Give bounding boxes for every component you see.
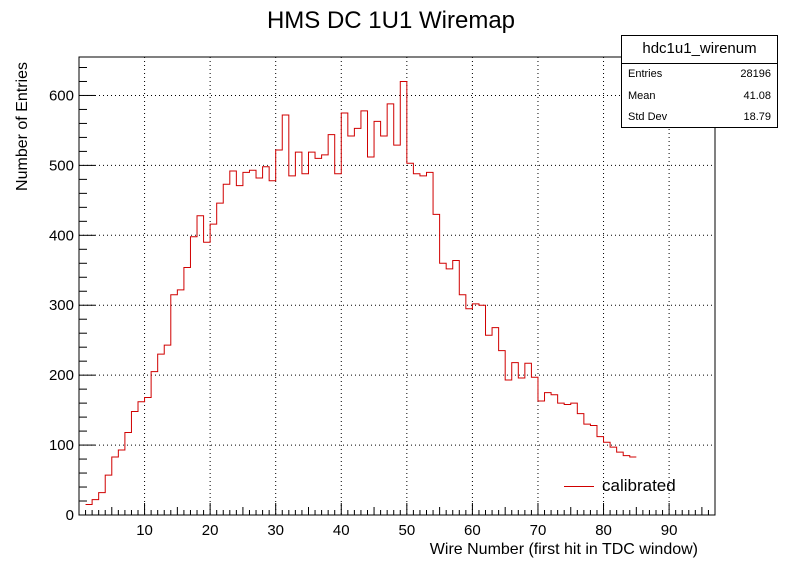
stats-box: hdc1u1_wirenum Entries 28196 Mean 41.08 … [621, 35, 778, 128]
x-tick-label: 10 [136, 522, 153, 539]
y-axis-label: Number of Entries [14, 62, 31, 191]
x-tick-label: 40 [333, 522, 350, 539]
legend-line-swatch [564, 485, 594, 487]
x-tick-label: 80 [595, 522, 612, 539]
y-tick-label: 400 [49, 227, 74, 244]
stats-row-entries: Entries 28196 [622, 64, 777, 86]
stats-entries-value: 28196 [740, 68, 771, 80]
x-tick-label: 20 [202, 522, 219, 539]
stats-row-stddev: Std Dev 18.79 [622, 107, 777, 129]
axis-ticks: 10 20 30 40 50 60 70 80 90 0 100 200 300 400 500 600 [49, 66, 709, 539]
stats-mean-label: Mean [628, 89, 656, 102]
stats-mean-value: 41.08 [743, 89, 771, 102]
legend-label: calibrated [602, 476, 676, 495]
grid-lines [79, 57, 715, 515]
y-tick-label: 500 [49, 157, 74, 174]
stats-entries-label: Entries [628, 68, 663, 80]
plot-frame [78, 56, 716, 516]
stats-stddev-value: 18.79 [743, 111, 771, 123]
y-tick-label: 300 [49, 297, 74, 314]
y-tick-label: 0 [66, 507, 74, 524]
x-axis-label: Wire Number (first hit in TDC window) [430, 541, 698, 558]
stats-row-mean: Mean 41.08 [622, 86, 777, 108]
y-tick-label: 100 [49, 437, 74, 454]
y-tick-label: 200 [49, 367, 74, 384]
legend: calibrated [560, 474, 700, 498]
stats-box-title: hdc1u1_wirenum [622, 36, 777, 64]
x-tick-label: 70 [530, 522, 547, 539]
y-tick-label: 600 [49, 87, 74, 104]
stats-stddev-label: Std Dev [628, 111, 668, 123]
histogram-series-calibrated [85, 80, 637, 506]
chart-title: HMS DC 1U1 Wiremap [267, 7, 515, 34]
x-tick-label: 30 [267, 522, 284, 539]
x-tick-label: 60 [464, 522, 481, 539]
x-tick-label: 50 [398, 522, 415, 539]
x-tick-label: 90 [661, 522, 678, 539]
